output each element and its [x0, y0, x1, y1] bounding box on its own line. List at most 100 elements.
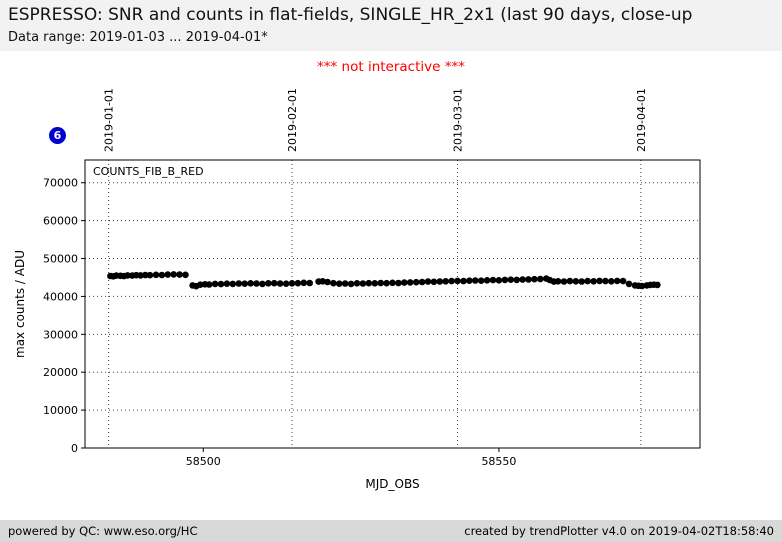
data-point — [578, 278, 585, 285]
data-point — [501, 276, 509, 284]
data-range-label: Data range: 2019-01-03 ... 2019-04-01* — [8, 30, 268, 45]
data-point — [412, 278, 420, 286]
data-point — [519, 276, 526, 283]
data-point — [590, 278, 597, 285]
data-point — [525, 276, 532, 283]
data-point — [638, 282, 646, 290]
data-point — [164, 271, 172, 278]
data-point — [229, 280, 237, 288]
data-point — [489, 276, 497, 284]
data-point — [472, 277, 479, 284]
data-point — [306, 279, 314, 287]
date-tick-label: 2019-04-01 — [635, 88, 648, 152]
data-point — [625, 280, 633, 288]
y-tick-label: 60000 — [43, 215, 78, 228]
data-point — [454, 277, 461, 285]
data-point — [288, 280, 296, 287]
x-tick-label: 58550 — [481, 455, 516, 468]
data-point — [383, 279, 390, 287]
footer-created-by: created by trendPlotter v4.0 on 2019-04-… — [464, 524, 774, 538]
data-point — [507, 276, 515, 283]
data-point — [146, 271, 154, 279]
data-point — [347, 280, 355, 288]
data-point — [217, 280, 225, 288]
data-point — [513, 276, 520, 284]
data-point — [654, 281, 661, 289]
data-point — [276, 280, 284, 287]
data-point — [495, 277, 503, 284]
data-point — [436, 278, 444, 285]
data-point — [253, 280, 260, 287]
data-point — [406, 279, 414, 286]
data-point — [353, 280, 361, 287]
data-point — [608, 278, 615, 285]
data-point — [359, 280, 367, 287]
date-tick-label: 2019-02-01 — [286, 88, 299, 152]
data-point — [554, 278, 562, 285]
counts-scatter-chart: 0 10000 20000 30000 40000 50000 60000 70000 2019… — [13, 88, 701, 491]
y-axis-label: max counts / ADU — [13, 250, 27, 358]
data-point — [330, 279, 337, 287]
data-point — [596, 277, 603, 285]
data-point — [247, 280, 254, 287]
data-point — [158, 271, 166, 279]
data-point — [395, 279, 402, 287]
data-point — [265, 280, 272, 287]
data-point — [602, 277, 609, 285]
data-point — [613, 277, 621, 285]
data-point — [336, 280, 343, 287]
x-axis-label: MJD_OBS — [365, 477, 419, 491]
data-point — [124, 272, 131, 279]
data-point — [401, 279, 408, 286]
data-point — [466, 277, 473, 284]
data-point — [371, 280, 379, 287]
page-title: ESPRESSO: SNR and counts in flat-fields,… — [8, 5, 693, 25]
data-point — [442, 278, 450, 285]
data-point — [176, 271, 183, 278]
data-point — [324, 278, 331, 286]
page-header: ESPRESSO: SNR and counts in flat-fields,… — [0, 0, 782, 51]
data-point — [377, 279, 385, 287]
data-point — [241, 280, 248, 287]
data-point — [531, 275, 538, 283]
data-point — [365, 279, 373, 287]
data-point — [300, 279, 308, 287]
x-tick-label: 58500 — [186, 455, 221, 468]
data-point — [418, 278, 426, 286]
y-tick-label: 20000 — [43, 366, 78, 379]
data-point — [182, 271, 189, 279]
y-tick-label: 70000 — [43, 177, 78, 190]
footer-bar: powered by QC: www.eso.org/HC created by… — [0, 520, 782, 542]
data-point — [537, 275, 544, 283]
data-point — [430, 278, 438, 286]
y-tick-label: 50000 — [43, 253, 78, 266]
data-point — [560, 278, 568, 285]
data-point — [294, 279, 302, 287]
data-point — [584, 277, 591, 285]
data-point — [259, 280, 266, 288]
date-tick-label: 2019-03-01 — [452, 88, 465, 152]
data-point — [566, 277, 574, 285]
date-tick-label: 2019-01-01 — [103, 88, 116, 152]
data-point — [483, 277, 491, 284]
trend-plot-area: 0 10000 20000 30000 40000 50000 60000 70000 2019… — [0, 78, 782, 508]
data-point — [270, 279, 278, 287]
data-point — [223, 280, 231, 287]
data-point — [389, 279, 396, 287]
not-interactive-notice: *** not interactive *** — [317, 59, 465, 75]
data-point — [142, 271, 149, 279]
data-point — [235, 280, 243, 287]
y-tick-label: 10000 — [43, 404, 78, 417]
close-up-index-badge[interactable]: 6 — [49, 127, 66, 144]
data-point — [477, 277, 485, 284]
data-point — [572, 278, 580, 285]
series-label: COUNTS_FIB_B_RED — [93, 165, 204, 178]
data-point — [152, 271, 160, 279]
data-point — [341, 280, 349, 287]
footer-powered-by: powered by QC: www.eso.org/HC — [8, 524, 198, 538]
plot-frame — [84, 159, 701, 449]
data-point — [619, 277, 627, 285]
y-tick-label: 0 — [71, 442, 78, 455]
data-point — [282, 280, 290, 287]
data-point — [424, 278, 432, 285]
